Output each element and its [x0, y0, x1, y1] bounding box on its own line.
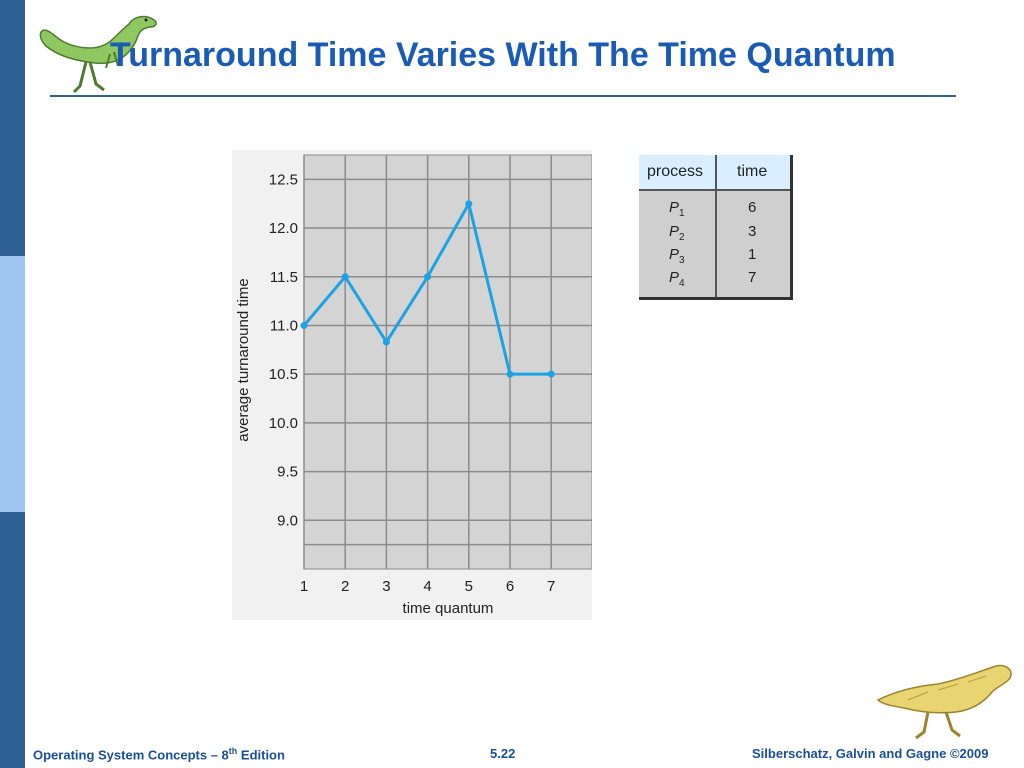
data-point	[465, 200, 473, 208]
x-tick-label: 2	[341, 578, 349, 595]
turnaround-time-chart: 9.0 9.5 10.0 10.5 11.0 11.5 12.0 12.5 1 2 3 4 5 6 7 t…	[232, 150, 592, 620]
left-accent-bar-top	[0, 0, 25, 256]
x-tick-label: 5	[465, 578, 473, 595]
table-header-row	[639, 155, 790, 191]
x-tick-label: 4	[423, 578, 431, 595]
data-point	[506, 370, 514, 378]
y-tick-label: 12.0	[269, 220, 298, 237]
footer-copyright: Silberschatz, Galvin and Gagne ©2009	[752, 746, 989, 761]
series-points	[300, 200, 555, 378]
x-tick-label: 1	[300, 578, 308, 595]
left-accent-bar-bottom	[0, 512, 25, 768]
left-accent-bar-middle	[0, 256, 25, 512]
footer-book-title: Operating System Concepts – 8th Edition	[33, 746, 285, 763]
process-time-table: process time P1 6 P2 3 P3 1 P4 7	[639, 155, 793, 300]
table-cell-time: 7	[748, 269, 757, 286]
table-cell-time: 6	[748, 199, 757, 216]
y-tick-label: 11.5	[270, 269, 298, 286]
table-cell-process: P3	[669, 246, 685, 266]
y-tick-label: 9.5	[277, 464, 298, 481]
y-axis-label: average turnaround time	[235, 278, 252, 441]
x-tick-labels: 1 2 3 4 5 6 7	[300, 578, 556, 595]
table-cell-time: 3	[748, 223, 757, 240]
y-tick-label: 12.5	[269, 171, 298, 188]
data-point	[382, 338, 390, 346]
table-cell-time: 1	[748, 246, 757, 263]
x-axis-label: time quantum	[403, 600, 494, 617]
table-cell-process: P2	[669, 223, 685, 243]
table-column-divider	[715, 155, 717, 297]
data-point	[424, 273, 432, 281]
data-point	[547, 370, 555, 378]
table-cell-process: P4	[669, 269, 685, 289]
plot-area	[303, 154, 592, 570]
y-tick-label: 9.0	[277, 512, 298, 529]
dinosaur-bottom-icon	[876, 664, 1012, 740]
y-tick-labels: 9.0 9.5 10.0 10.5 11.0 11.5 12.0 12.5	[269, 171, 298, 529]
table-cell-process: P1	[669, 199, 685, 219]
x-tick-label: 3	[382, 578, 390, 595]
slide-title: Turnaround Time Varies With The Time Qua…	[110, 36, 896, 74]
footer-page-number: 5.22	[490, 746, 516, 761]
y-tick-label: 11.0	[270, 317, 298, 334]
y-tick-label: 10.5	[269, 366, 298, 383]
dinosaur-logo-icon	[39, 15, 157, 94]
title-underline	[50, 95, 956, 97]
data-point	[341, 273, 349, 281]
table-header-time: time	[737, 163, 768, 180]
table-header-process: process	[647, 163, 704, 180]
grid-lines	[303, 155, 592, 569]
data-point	[300, 321, 308, 329]
x-tick-label: 7	[547, 578, 555, 595]
y-tick-label: 10.0	[269, 415, 298, 432]
x-tick-label: 6	[506, 578, 514, 595]
